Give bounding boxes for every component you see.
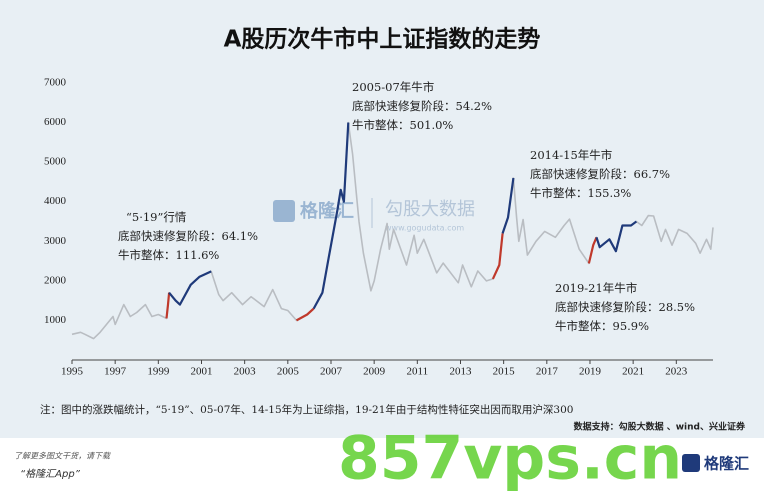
annotation: 2019-21年牛市 [555, 281, 637, 295]
x-tick-label: 2019 [579, 366, 602, 378]
y-tick-label: 2000 [44, 274, 67, 286]
watermark-url: www.gogudata.com [385, 224, 464, 233]
footer-logo-icon [682, 454, 700, 472]
annotation: “5·19”行情 [126, 210, 187, 224]
x-tick-label: 2021 [622, 366, 644, 378]
x-tick-label: 2017 [536, 366, 559, 378]
x-tick-label: 2013 [449, 366, 472, 378]
y-tick-label: 7000 [44, 77, 67, 89]
x-tick-label: 1999 [147, 366, 170, 378]
annotation: 牛市整体：501.0% [352, 118, 453, 132]
annotation: 2014-15年牛市 [530, 148, 612, 162]
source: 数据支持：勾股大数据 、wind、兴业证券 [574, 421, 746, 433]
x-tick-label: 1997 [104, 366, 127, 378]
x-tick-label: 2011 [407, 366, 429, 378]
footer-background [0, 438, 764, 500]
annotation: 底部快速修复阶段：64.1% [118, 229, 258, 243]
x-tick-label: 2023 [665, 366, 688, 378]
y-tick-label: 6000 [44, 116, 67, 128]
x-tick-label: 2009 [363, 366, 386, 378]
watermark-product: 勾股大数据 [385, 199, 475, 220]
y-tick-label: 4000 [44, 195, 67, 207]
x-tick-label: 1995 [61, 366, 84, 378]
watermark-icon [273, 200, 295, 222]
footer-line1: 了解更多图文干货，请下载 [14, 452, 111, 461]
site-watermark: 857vps.cn [338, 424, 682, 494]
annotation: 牛市整体：95.9% [555, 319, 649, 333]
series-line [501, 177, 515, 234]
annotation: 底部快速修复阶段：54.2% [352, 99, 492, 113]
footer-logo: 格隆汇 [704, 455, 749, 473]
x-tick-label: 2003 [234, 366, 257, 378]
series-line [491, 233, 504, 280]
chart-background [0, 0, 764, 438]
annotation: 牛市整体：155.3% [530, 186, 631, 200]
y-tick-label: 1000 [44, 314, 67, 326]
watermark-brand: 格隆汇 [300, 200, 354, 222]
note: 注：图中的涨跌幅统计，“5·19”、05-07年、14-15年为上证综指，19-… [40, 403, 573, 416]
y-tick-label: 5000 [44, 156, 67, 168]
series-line [168, 270, 212, 306]
x-tick-label: 2001 [190, 366, 212, 378]
annotation: 2005-07年牛市 [352, 80, 434, 94]
y-tick-label: 3000 [44, 235, 67, 247]
footer-line2: “格隆汇App” [20, 468, 81, 480]
watermark: 格隆汇 勾股大数据 www.gogudata.com [273, 198, 475, 233]
series-line [165, 292, 171, 319]
series-line [587, 236, 598, 264]
series-line [595, 220, 638, 253]
series-line [295, 307, 315, 322]
annotation: 底部快速修复阶段：66.7% [530, 167, 670, 181]
annotation: 牛市整体：111.6% [118, 248, 219, 262]
x-tick-label: 2007 [320, 366, 343, 378]
x-tick-label: 2005 [277, 366, 300, 378]
chart-title: A股历次牛市中上证指数的走势 [224, 26, 541, 53]
annotation: 底部快速修复阶段：28.5% [555, 300, 695, 314]
x-tick-label: 2015 [493, 366, 516, 378]
series-line [312, 122, 350, 310]
